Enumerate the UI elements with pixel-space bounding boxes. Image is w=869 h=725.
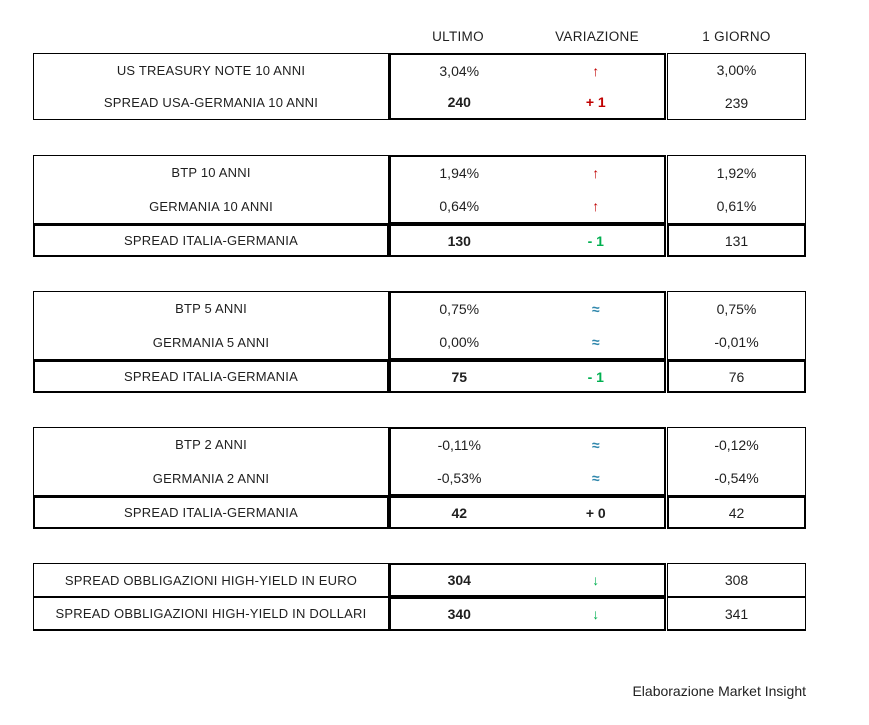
column-header-ultimo: ULTIMO bbox=[432, 28, 484, 44]
group2-values-box: 1,94% ↑ 0,64% ↑ bbox=[389, 155, 666, 224]
ultimo-value: 1,94% bbox=[439, 165, 480, 182]
row-label: BTP 5 ANNI bbox=[175, 301, 247, 317]
giorno-value: 42 bbox=[728, 504, 745, 521]
group2-spread-values-box: 130 - 1 bbox=[389, 224, 666, 257]
group5-dollari-giorno-box: 341 bbox=[667, 597, 806, 631]
group3-spread-giorno-box: 76 bbox=[667, 360, 806, 393]
variazione-indicator: + 0 bbox=[585, 504, 606, 521]
ultimo-value: 240 bbox=[447, 94, 471, 111]
variazione-indicator: ↑ bbox=[592, 62, 600, 79]
ultimo-value: 0,00% bbox=[439, 333, 480, 350]
variazione-indicator: ≈ bbox=[591, 437, 600, 454]
row-label: BTP 10 ANNI bbox=[171, 165, 251, 181]
giorno-value: 0,75% bbox=[716, 300, 757, 317]
giorno-value: 76 bbox=[728, 368, 745, 385]
ultimo-value: 340 bbox=[447, 606, 471, 622]
table-row: 0,00% ≈ bbox=[391, 326, 664, 359]
group3-spread-values-box: 75 - 1 bbox=[389, 360, 666, 393]
table-row: 130 - 1 bbox=[391, 226, 664, 255]
table-row: 240 + 1 bbox=[391, 87, 664, 119]
giorno-value: -0,01% bbox=[714, 334, 759, 351]
group5-euro-label-box: SPREAD OBBLIGAZIONI HIGH-YIELD IN EURO bbox=[33, 563, 389, 597]
giorno-value: 1,92% bbox=[716, 164, 757, 181]
table-row: 340 ↓ bbox=[391, 599, 664, 629]
table-row: 304 ↓ bbox=[391, 565, 664, 595]
ultimo-value: 304 bbox=[447, 572, 471, 588]
group4-giorno-box: -0,12% -0,54% bbox=[667, 427, 806, 496]
table-row: 75 - 1 bbox=[391, 362, 664, 391]
row-label: SPREAD OBBLIGAZIONI HIGH-YIELD IN EURO bbox=[64, 572, 358, 588]
table-row: 3,04% ↑ bbox=[391, 55, 664, 87]
table-row: -0,11% ≈ bbox=[391, 429, 664, 462]
group4-spread-label-box: SPREAD ITALIA-GERMANIA bbox=[33, 496, 389, 529]
giorno-value: 3,00% bbox=[716, 62, 757, 79]
group4-values-box: -0,11% ≈ -0,53% ≈ bbox=[389, 427, 666, 496]
table-row: -0,53% ≈ bbox=[391, 462, 664, 495]
variazione-indicator: ↓ bbox=[592, 606, 600, 622]
row-label: GERMANIA 2 ANNI bbox=[152, 470, 270, 486]
variazione-indicator: ↑ bbox=[592, 197, 600, 214]
table-row: 0,75% ≈ bbox=[391, 293, 664, 326]
variazione-indicator: - 1 bbox=[587, 232, 604, 249]
group5-euro-values-box: 304 ↓ bbox=[389, 563, 666, 597]
row-label: SPREAD ITALIA-GERMANIA bbox=[124, 369, 298, 384]
giorno-value: 239 bbox=[724, 94, 749, 111]
credit-text: Elaborazione Market Insight bbox=[632, 682, 806, 699]
ultimo-value: 0,75% bbox=[439, 301, 480, 318]
row-label: GERMANIA 5 ANNI bbox=[152, 334, 270, 350]
variazione-indicator: ↑ bbox=[592, 165, 600, 182]
group4-spread-values-box: 42 + 0 bbox=[389, 496, 666, 529]
giorno-value: -0,54% bbox=[714, 470, 759, 487]
row-label: US TREASURY NOTE 10 ANNI bbox=[116, 62, 306, 78]
group1-giorno-box: 3,00% 239 bbox=[667, 53, 806, 120]
table-row: 1,94% ↑ bbox=[391, 157, 664, 190]
ultimo-value: 42 bbox=[451, 504, 468, 521]
group4-spread-giorno-box: 42 bbox=[667, 496, 806, 529]
row-label: SPREAD ITALIA-GERMANIA bbox=[124, 505, 298, 520]
group3-label-box: BTP 5 ANNI GERMANIA 5 ANNI bbox=[33, 291, 389, 360]
variazione-indicator: - 1 bbox=[587, 368, 604, 385]
variazione-indicator: ≈ bbox=[591, 301, 600, 318]
group2-giorno-box: 1,92% 0,61% bbox=[667, 155, 806, 224]
row-label: SPREAD USA-GERMANIA 10 ANNI bbox=[103, 95, 319, 111]
group5-dollari-values-box: 340 ↓ bbox=[389, 597, 666, 631]
group1-values-box: 3,04% ↑ 240 + 1 bbox=[389, 53, 666, 120]
group3-values-box: 0,75% ≈ 0,00% ≈ bbox=[389, 291, 666, 360]
giorno-value: -0,12% bbox=[714, 436, 759, 453]
giorno-value: 131 bbox=[724, 232, 749, 249]
group4-label-box: BTP 2 ANNI GERMANIA 2 ANNI bbox=[33, 427, 389, 496]
ultimo-value: 3,04% bbox=[439, 62, 480, 79]
variazione-indicator: ≈ bbox=[591, 333, 600, 350]
ultimo-value: 75 bbox=[451, 368, 468, 385]
group5-euro-giorno-box: 308 bbox=[667, 563, 806, 597]
row-label: SPREAD OBBLIGAZIONI HIGH-YIELD IN DOLLAR… bbox=[55, 606, 367, 621]
ultimo-value: 0,64% bbox=[439, 197, 480, 214]
variazione-indicator: + 1 bbox=[585, 94, 606, 111]
giorno-value: 308 bbox=[724, 572, 749, 588]
column-header-1giorno: 1 GIORNO bbox=[702, 28, 771, 44]
group5-dollari-label-box: SPREAD OBBLIGAZIONI HIGH-YIELD IN DOLLAR… bbox=[33, 597, 389, 631]
giorno-value: 0,61% bbox=[716, 198, 757, 215]
table-row: 0,64% ↑ bbox=[391, 190, 664, 223]
ultimo-value: -0,53% bbox=[437, 469, 482, 486]
group2-spread-label-box: SPREAD ITALIA-GERMANIA bbox=[33, 224, 389, 257]
table-row: 42 + 0 bbox=[391, 498, 664, 527]
ultimo-value: 130 bbox=[447, 232, 471, 249]
group2-spread-giorno-box: 131 bbox=[667, 224, 806, 257]
row-label: GERMANIA 10 ANNI bbox=[149, 198, 273, 214]
row-label: BTP 2 ANNI bbox=[175, 437, 247, 453]
group3-spread-label-box: SPREAD ITALIA-GERMANIA bbox=[33, 360, 389, 393]
group2-label-box: BTP 10 ANNI GERMANIA 10 ANNI bbox=[33, 155, 389, 224]
row-label: SPREAD ITALIA-GERMANIA bbox=[124, 233, 298, 248]
ultimo-value: -0,11% bbox=[437, 437, 481, 454]
giorno-value: 341 bbox=[724, 605, 749, 622]
group1-label-box: US TREASURY NOTE 10 ANNI SPREAD USA-GERM… bbox=[33, 53, 389, 120]
column-header-variazione: VARIAZIONE bbox=[555, 28, 639, 44]
variazione-indicator: ≈ bbox=[591, 469, 600, 486]
variazione-indicator: ↓ bbox=[592, 572, 600, 588]
group3-giorno-box: 0,75% -0,01% bbox=[667, 291, 806, 360]
